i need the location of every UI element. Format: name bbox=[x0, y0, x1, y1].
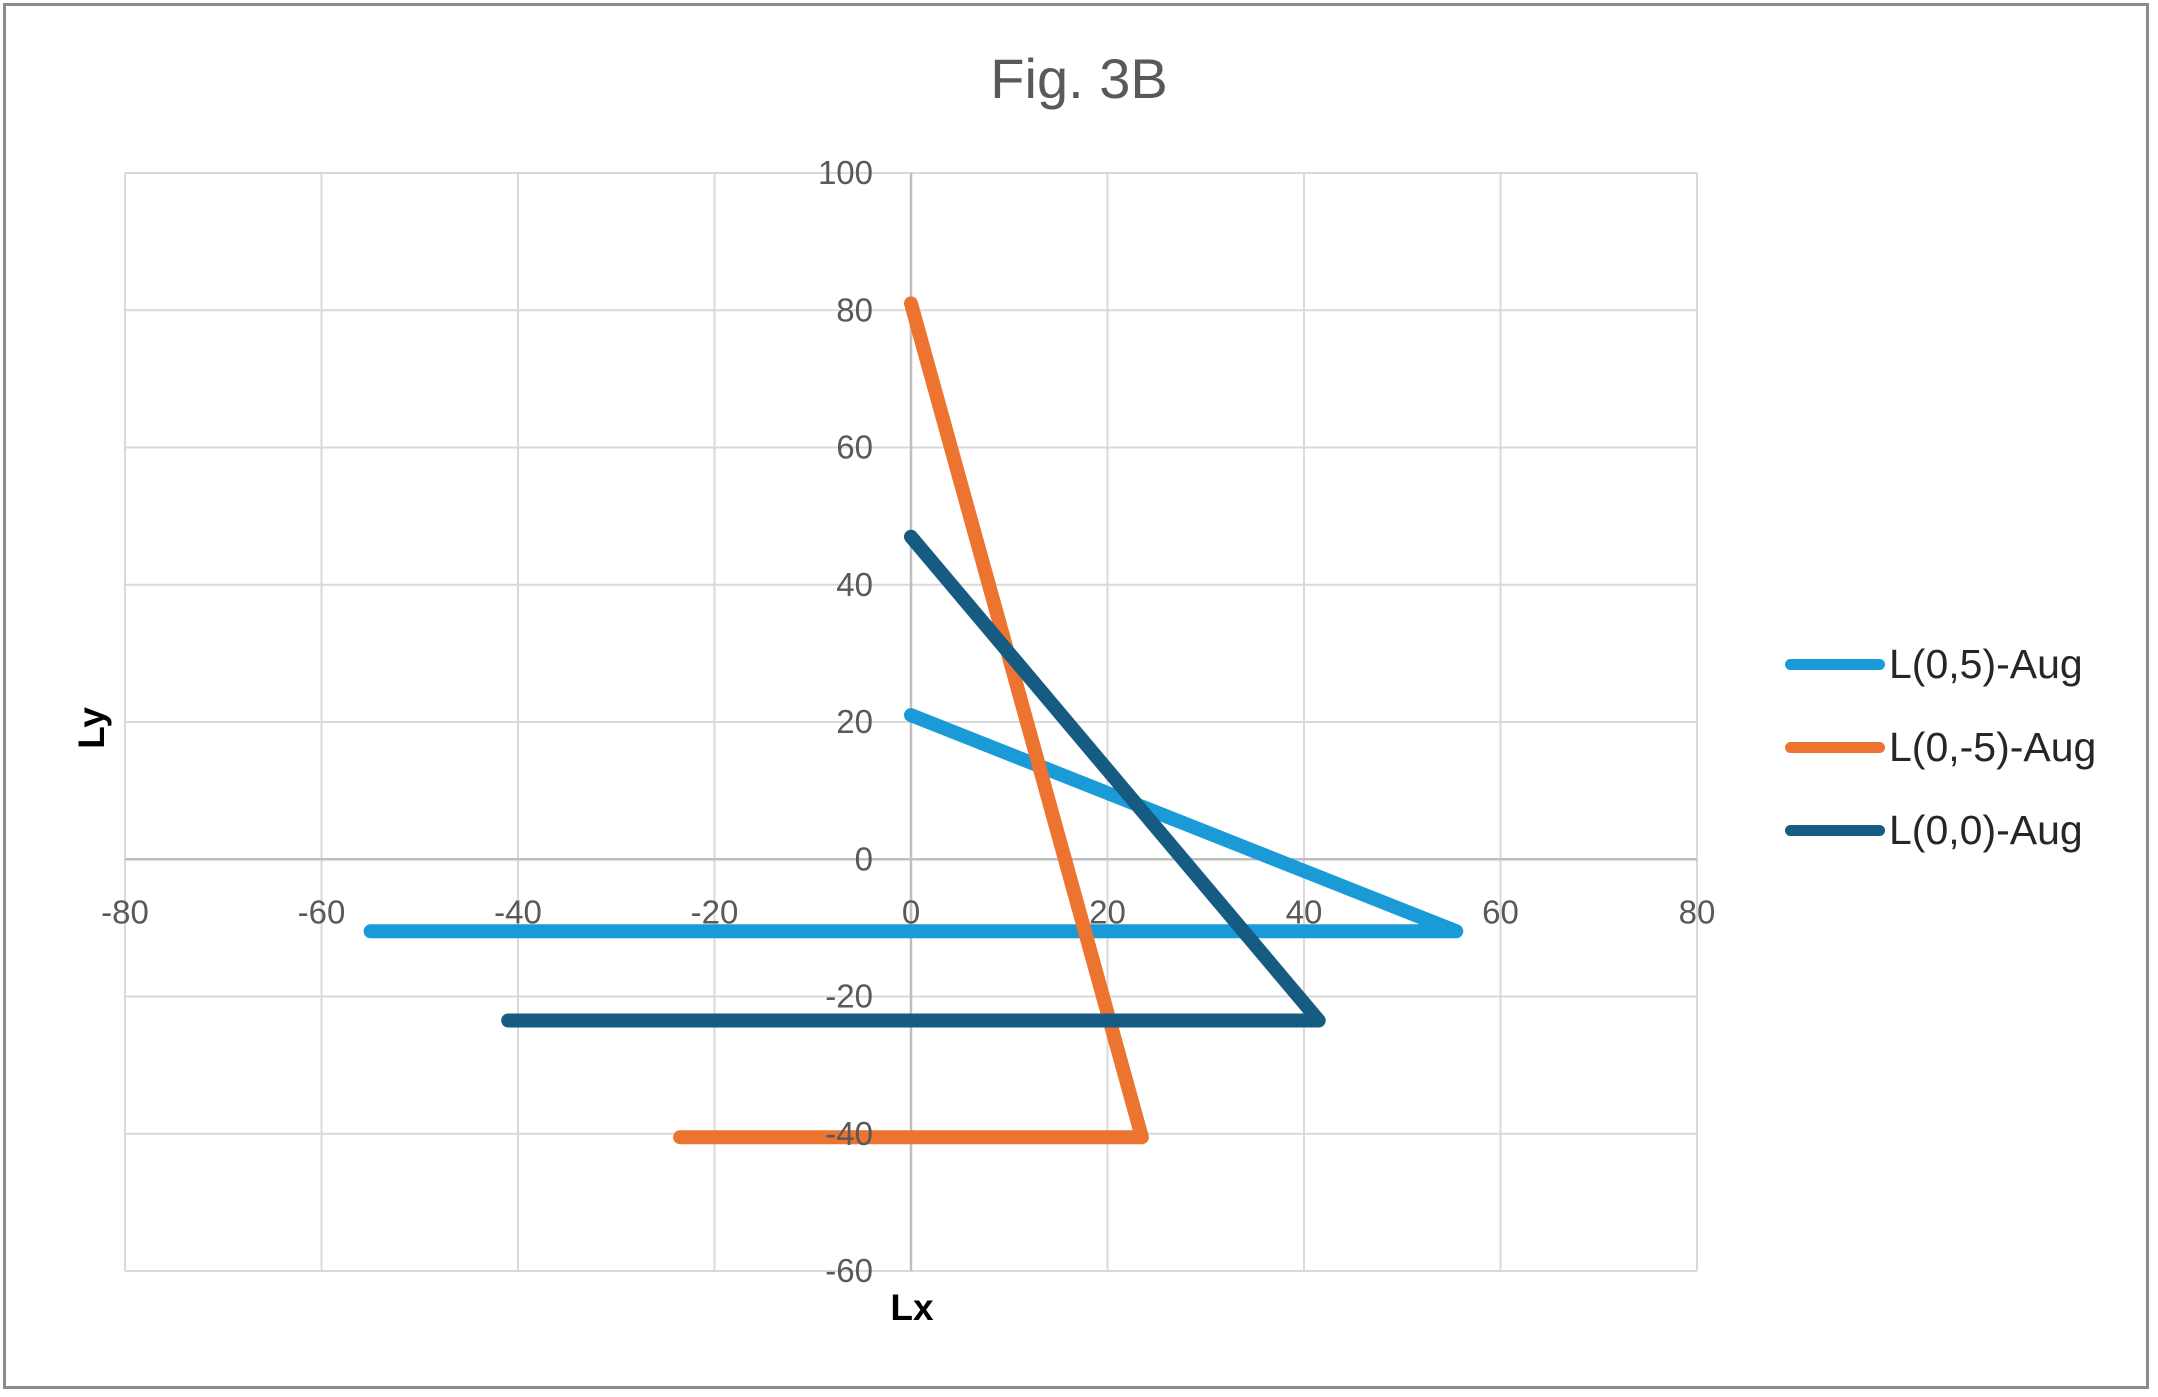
y-tick-label: 0 bbox=[855, 840, 873, 877]
y-tick-label: -60 bbox=[825, 1252, 873, 1289]
x-tick-label: -80 bbox=[101, 893, 149, 930]
y-tick-label: 40 bbox=[836, 566, 873, 603]
legend-swatch bbox=[1785, 825, 1885, 836]
chart-frame bbox=[3, 3, 2149, 1389]
y-tick-labels: -60 -40 -20 0 20 40 60 80 100 bbox=[818, 154, 873, 1289]
y-axis-title: Ly bbox=[71, 707, 112, 749]
x-tick-label: 20 bbox=[1089, 893, 1126, 930]
x-axis-title: Lx bbox=[890, 1287, 934, 1328]
chart-title: Fig. 3B bbox=[990, 47, 1168, 110]
y-tick-label: -40 bbox=[825, 1115, 873, 1152]
x-tick-label: 40 bbox=[1286, 893, 1323, 930]
legend-label: L(0,-5)-Aug bbox=[1889, 724, 2097, 770]
series-lines bbox=[363, 296, 1464, 1145]
series-line-1 bbox=[363, 708, 1464, 939]
x-tick-label: 80 bbox=[1679, 893, 1716, 930]
x-tick-label: -40 bbox=[494, 893, 542, 930]
legend-label: L(0,5)-Aug bbox=[1889, 641, 2083, 687]
series-line-3 bbox=[501, 529, 1326, 1028]
x-tick-label: -60 bbox=[298, 893, 346, 930]
x-tick-label: 60 bbox=[1482, 893, 1519, 930]
x-tick-label: 0 bbox=[902, 893, 920, 930]
legend-label: L(0,0)-Aug bbox=[1889, 807, 2083, 853]
y-tick-label: 20 bbox=[836, 703, 873, 740]
y-tick-label: -20 bbox=[825, 978, 873, 1015]
series-line-2 bbox=[673, 296, 1149, 1145]
legend-swatch bbox=[1785, 742, 1885, 753]
x-tick-label: -20 bbox=[691, 893, 739, 930]
legend-swatch bbox=[1785, 659, 1885, 670]
y-tick-label: 60 bbox=[836, 429, 873, 466]
y-tick-label: 80 bbox=[836, 291, 873, 328]
y-tick-label: 100 bbox=[818, 154, 873, 191]
x-tick-labels: -80 -60 -40 -20 0 20 40 60 80 bbox=[101, 893, 1715, 930]
